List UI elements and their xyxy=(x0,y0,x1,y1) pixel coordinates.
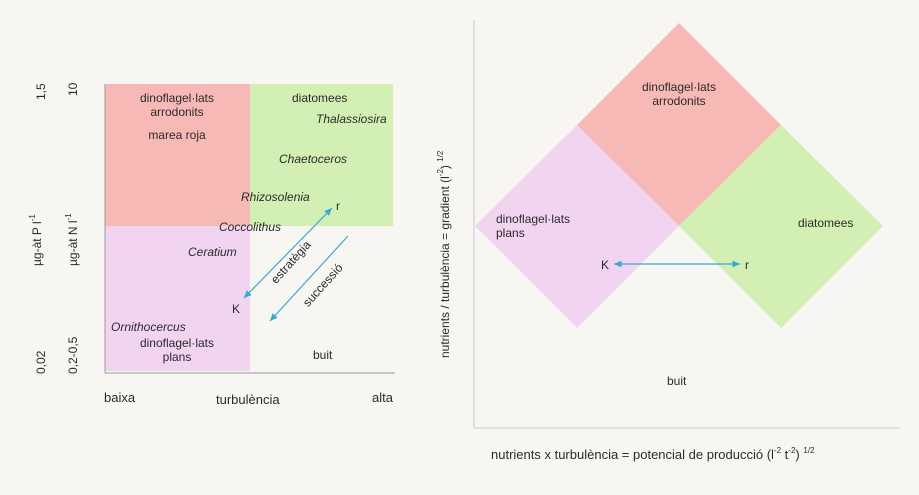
coccolithus-label: Coccolithus xyxy=(219,220,282,234)
thalassiosira-label: Thalassiosira xyxy=(316,112,387,126)
pink-diamond xyxy=(475,125,679,328)
buit-left: buit xyxy=(313,348,333,362)
p-low-tick: 0,02 xyxy=(34,350,48,374)
k-label-right: K xyxy=(601,258,610,272)
p-high-tick: 1,5 xyxy=(34,83,48,100)
top-diamond-label: dinoflagel·lats arrodonits xyxy=(641,80,717,108)
x-high-label: alta xyxy=(372,390,393,405)
pink-title: dinoflagel·lats plans xyxy=(139,336,215,364)
succession-arrow xyxy=(269,235,349,322)
axis-n-label: µg-àt N l-1 xyxy=(64,213,80,266)
r-label-right: r xyxy=(745,258,749,272)
n-low-tick: 0,2-0,5 xyxy=(66,336,80,374)
green-title: diatomees xyxy=(292,91,348,105)
k-label-left: K xyxy=(232,302,241,316)
right-x-label: nutrients x turbulència = potencial de p… xyxy=(491,446,815,462)
buit-right: buit xyxy=(667,374,687,388)
right-diamond-label: diatomees xyxy=(798,216,854,230)
green-region xyxy=(250,84,393,226)
ornithocercus-label: Ornithocercus xyxy=(111,320,186,334)
x-low-label: baixa xyxy=(104,390,136,405)
r-label-left: r xyxy=(336,199,340,213)
red-region xyxy=(105,84,250,226)
green-diamond xyxy=(679,125,883,328)
red-diamond xyxy=(577,23,781,226)
strategy-arrow xyxy=(243,207,333,299)
chaetoceros-label: Chaetoceros xyxy=(279,152,348,166)
left-diamond-label: dinoflagel·lats plans xyxy=(496,212,571,240)
rhizosolenia-label: Rhizosolenia xyxy=(241,190,310,204)
right-y-label: nutrients / turbulència = gradient (l-2)… xyxy=(436,150,452,358)
n-high-tick: 10 xyxy=(66,82,80,96)
axis-p-label: µg-àt P l-1 xyxy=(28,214,44,266)
red-title: dinoflagel·lats arrodonits xyxy=(139,91,215,119)
x-mid-label: turbulència xyxy=(216,392,280,407)
red-sub: marea roja xyxy=(148,128,206,142)
pink-region xyxy=(105,226,250,371)
ceratium-label: Ceratium xyxy=(188,245,237,259)
